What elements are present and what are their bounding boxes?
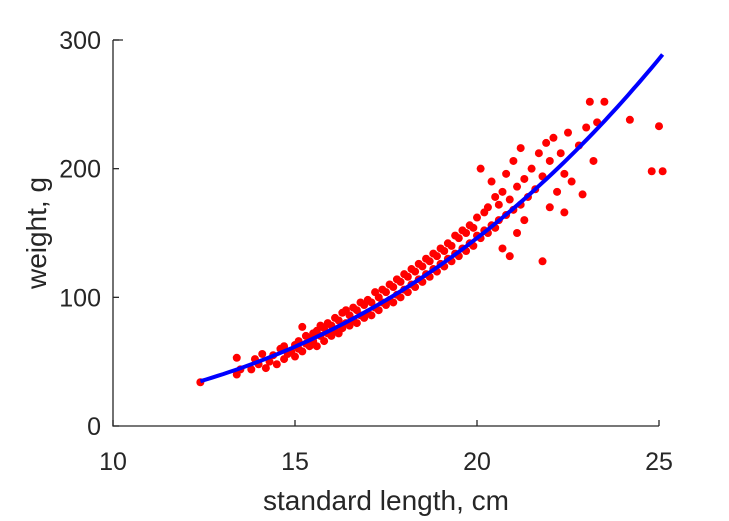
data-point (258, 349, 267, 358)
data-point (560, 208, 569, 217)
data-point (454, 234, 463, 243)
y-axis-ticks: 0 100 200 300 (59, 27, 119, 441)
data-point (564, 128, 572, 137)
data-point (396, 277, 405, 286)
data-point (352, 319, 361, 328)
data-point (418, 262, 427, 271)
data-point (560, 169, 569, 178)
data-point (280, 342, 289, 351)
data-point (658, 167, 667, 176)
data-point (298, 347, 307, 356)
y-axis-label: weight, g (21, 177, 52, 290)
x-tick-label: 10 (99, 448, 127, 476)
data-point (502, 169, 511, 178)
data-point (578, 190, 587, 199)
data-point (374, 306, 383, 315)
data-point (545, 156, 554, 165)
data-point (527, 164, 536, 173)
data-point (567, 177, 576, 186)
data-point (498, 187, 507, 196)
data-point (585, 97, 594, 106)
x-tick-label: 25 (645, 448, 673, 476)
data-point (625, 115, 634, 124)
data-point (425, 257, 434, 266)
data-point (545, 203, 554, 212)
data-point (549, 133, 558, 142)
data-point (513, 182, 522, 191)
data-point (367, 311, 376, 320)
data-point (312, 342, 321, 351)
data-point (440, 247, 449, 256)
data-point (320, 337, 329, 346)
data-point (534, 149, 543, 158)
data-point (462, 229, 471, 237)
data-point (498, 244, 507, 253)
data-point (542, 138, 551, 147)
fit-curve (199, 53, 665, 384)
x-axis-ticks: 10 15 20 25 (99, 420, 673, 476)
data-point (491, 192, 500, 201)
data-point (334, 316, 343, 325)
data-point (389, 283, 398, 292)
data-point (232, 353, 241, 362)
y-tick-label: 100 (59, 284, 101, 312)
x-tick-label: 20 (463, 448, 491, 476)
data-point (396, 293, 405, 302)
data-point (432, 252, 441, 261)
data-point (538, 257, 547, 266)
y-tick-label: 300 (59, 27, 101, 55)
data-point (647, 167, 656, 176)
data-point (476, 164, 485, 173)
y-tick-label: 0 (87, 413, 101, 441)
data-point (505, 252, 514, 261)
data-point (556, 149, 565, 158)
x-axis-label: standard length, cm (263, 485, 509, 516)
data-point (509, 156, 518, 165)
data-point (247, 365, 256, 374)
x-tick-label: 15 (281, 448, 309, 476)
data-point (382, 288, 390, 297)
data-point (261, 364, 270, 373)
data-point (494, 200, 503, 209)
data-point (655, 122, 663, 131)
data-point (473, 213, 481, 222)
data-point (505, 195, 514, 204)
data-point (589, 156, 598, 165)
data-point (272, 360, 281, 369)
plot-area: 10 15 20 25 0 100 200 300 (59, 27, 673, 476)
data-point (411, 267, 420, 276)
data-point (389, 298, 398, 307)
data-point (553, 187, 562, 196)
data-point (291, 352, 299, 361)
data-point (487, 177, 496, 186)
data-point (513, 229, 522, 237)
data-point (403, 272, 412, 281)
data-point (483, 203, 492, 212)
data-point (582, 123, 591, 132)
data-point (469, 223, 478, 232)
data-point (298, 322, 307, 331)
data-point (520, 174, 529, 183)
data-point (516, 144, 525, 153)
data-point (520, 216, 529, 225)
data-point (600, 97, 609, 106)
y-tick-label: 200 (59, 156, 101, 184)
data-point (447, 241, 456, 250)
